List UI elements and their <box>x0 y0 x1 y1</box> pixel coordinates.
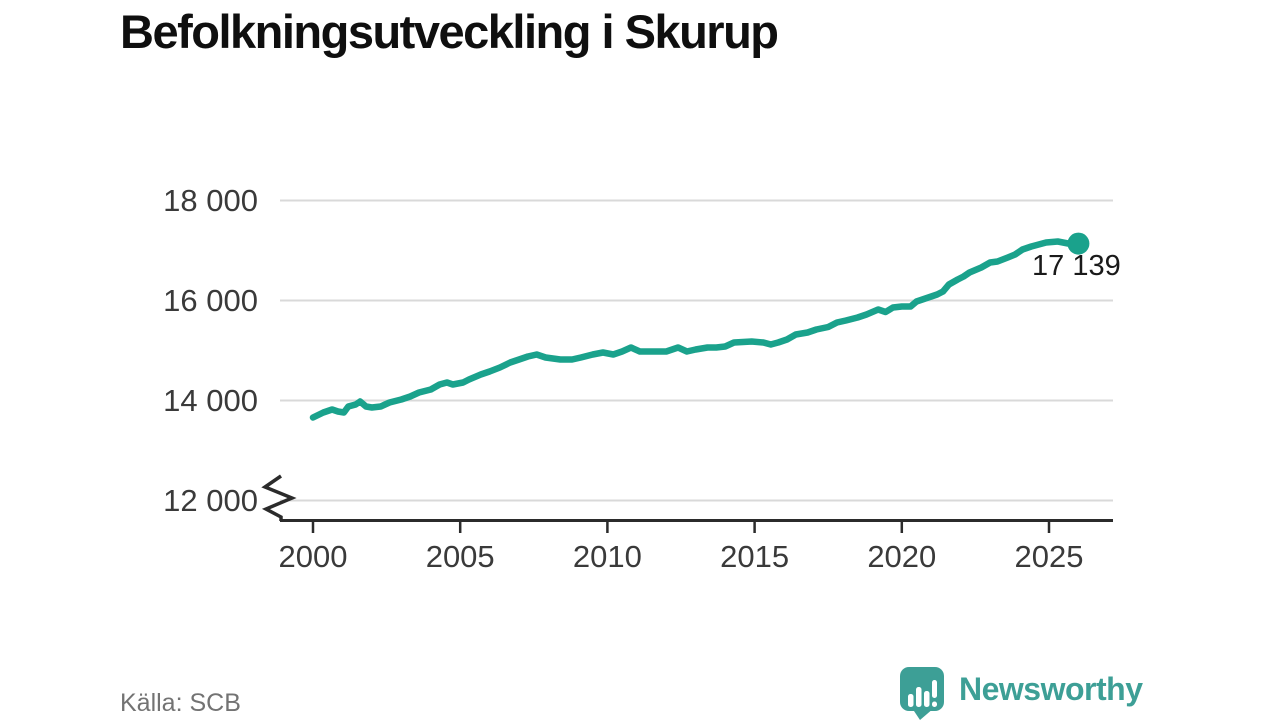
x-tick-label: 2015 <box>720 539 790 574</box>
x-tick-label: 2025 <box>1014 539 1084 574</box>
x-tick-label: 2005 <box>425 539 495 574</box>
source-label: Källa: SCB <box>120 689 241 717</box>
x-tick-label: 2020 <box>867 539 937 574</box>
newsworthy-logo: Newsworthy <box>899 665 1143 720</box>
y-tick-label: 16 000 <box>163 282 258 318</box>
chart-title: Befolkningsutveckling i Skurup <box>120 5 779 58</box>
latest-value-dot <box>1067 232 1090 255</box>
y-tick-label: 12 000 <box>163 482 258 518</box>
y-tick-label: 18 000 <box>163 182 258 218</box>
y-axis-break-icon <box>261 474 297 521</box>
latest-value-label: 17 139 <box>1032 250 1121 282</box>
x-tick-label: 2000 <box>278 539 348 574</box>
y-tick-label: 14 000 <box>163 382 258 418</box>
population-line-series <box>309 238 1082 421</box>
x-tick-label: 2010 <box>572 539 642 574</box>
newsworthy-logo-text: Newsworthy <box>959 671 1143 707</box>
newsworthy-logo-icon <box>900 667 944 720</box>
